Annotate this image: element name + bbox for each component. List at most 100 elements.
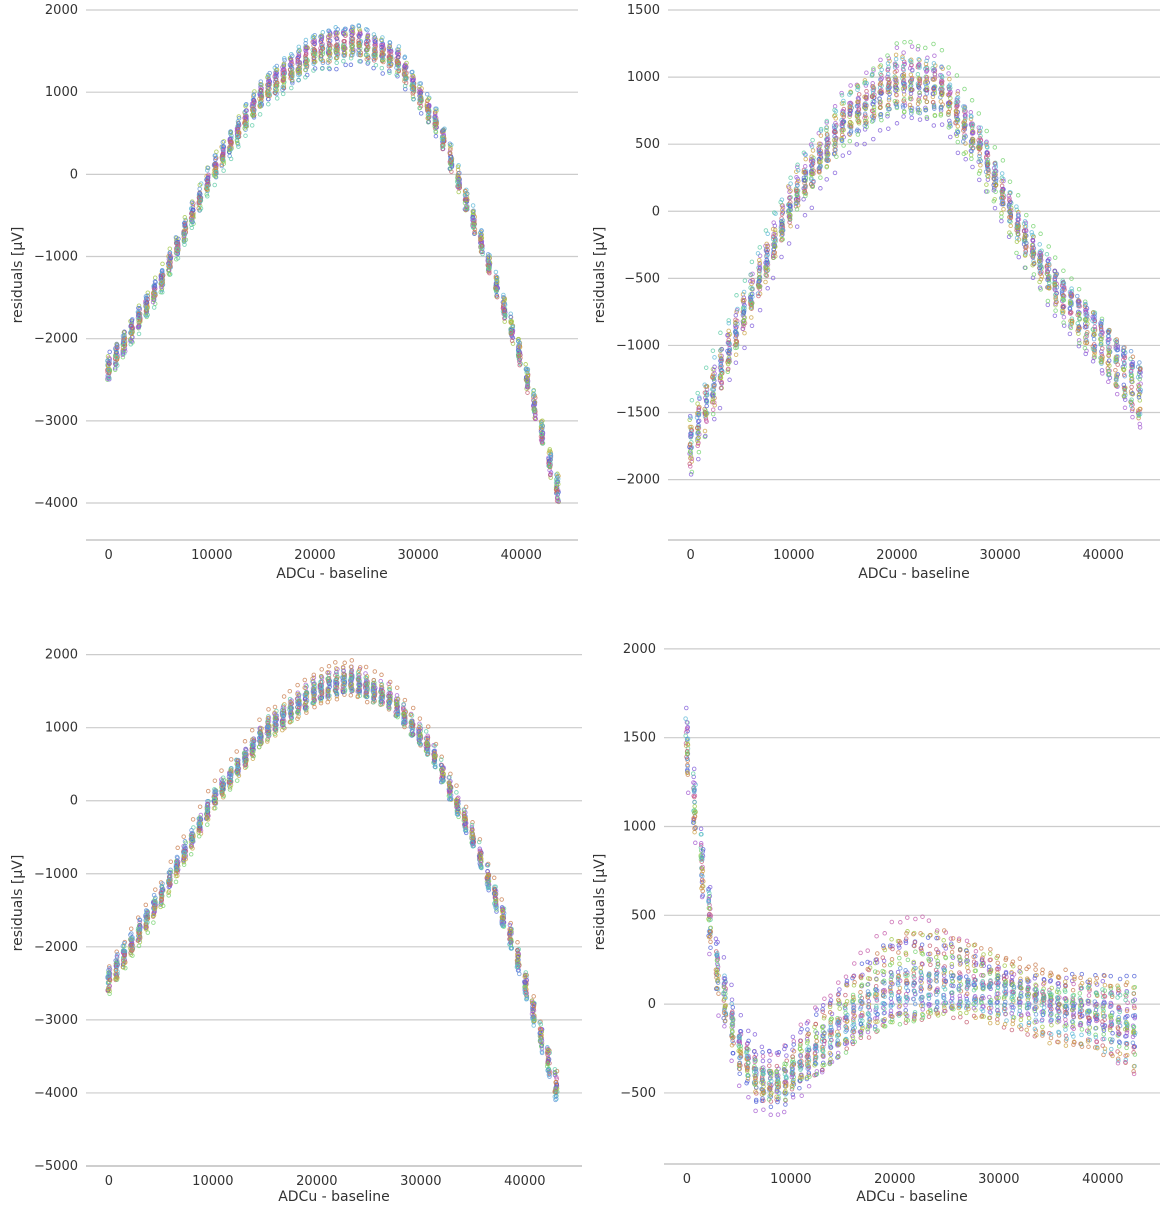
data-point [742,345,747,351]
data-point [471,222,477,228]
data-point [411,97,416,102]
data-point [454,783,459,788]
data-point [1014,204,1019,209]
data-point [710,407,716,412]
data-point [258,88,264,93]
data-point [235,123,240,129]
data-point [343,62,348,68]
data-point [327,42,332,47]
data-point [120,354,126,360]
y-tick-label: −2000 [616,473,660,488]
data-point [244,101,249,107]
data-point [554,495,560,500]
data-point [755,291,761,296]
data-point [373,62,379,68]
data-point [144,310,149,315]
data-point [236,115,242,121]
series-34 [107,55,559,486]
x-tick-label: 10000 [192,1174,233,1189]
data-point [788,175,793,181]
data-point [757,307,763,313]
data-point [725,369,731,375]
data-point [547,448,552,454]
data-point [908,72,914,77]
data-point [969,156,974,162]
series-15 [687,61,1143,456]
data-point [333,660,338,665]
data-point [877,128,883,133]
data-point [1031,223,1036,229]
data-point [917,117,923,122]
data-point [349,658,355,663]
data-point [205,176,211,182]
data-point [364,41,369,47]
data-point [343,26,348,32]
data-point [765,286,770,291]
series-19 [687,52,1142,430]
data-point [508,314,513,320]
data-point [160,261,165,267]
x-axis-label: ADCu - baseline [278,1189,390,1205]
data-point [394,58,400,64]
x-axis-label: ADCu - baseline [276,566,388,582]
data-point [471,216,476,222]
data-point [410,86,415,91]
data-point [212,182,217,188]
data-point [478,236,483,242]
data-point [531,994,536,999]
data-point [219,768,224,773]
data-point [290,74,295,80]
x-tick-label: 10000 [773,548,814,563]
data-point [410,74,416,79]
data-point [540,426,545,431]
data-point [213,157,218,162]
data-point [846,150,852,155]
data-point [509,319,514,325]
data-point [130,317,135,322]
data-point [525,382,530,388]
data-point [136,311,142,317]
data-point [319,667,324,672]
data-point [235,140,240,146]
data-point [243,133,248,138]
series-5 [688,59,1141,451]
data-point [885,71,891,77]
data-point [886,97,892,103]
data-point [695,390,700,396]
data-point [1052,255,1058,260]
data-point [295,55,300,61]
y-tick-label: −3000 [34,1013,78,1028]
data-point [174,235,179,241]
data-point [909,115,914,121]
data-point [1115,362,1120,367]
data-point [371,65,376,71]
data-point [357,48,362,54]
data-point [533,412,538,417]
data-point [992,205,998,211]
data-point [219,162,224,167]
data-point [280,84,286,90]
data-point [810,137,815,143]
data-point [350,50,355,56]
data-point [433,106,438,111]
data-point [290,53,295,59]
data-point [152,275,158,280]
data-point [228,129,233,134]
data-point [727,377,732,383]
series-8 [687,100,1143,423]
data-point [1014,250,1019,256]
data-point [334,66,339,72]
data-point [168,859,174,864]
data-point [282,56,287,61]
data-point [122,348,128,354]
data-point [348,62,354,68]
data-point [878,57,883,63]
data-point [364,39,369,44]
data-point [894,45,900,50]
data-point [818,186,823,191]
data-point [174,241,179,246]
data-point [380,55,385,60]
data-point [366,59,371,65]
data-point [448,771,453,777]
